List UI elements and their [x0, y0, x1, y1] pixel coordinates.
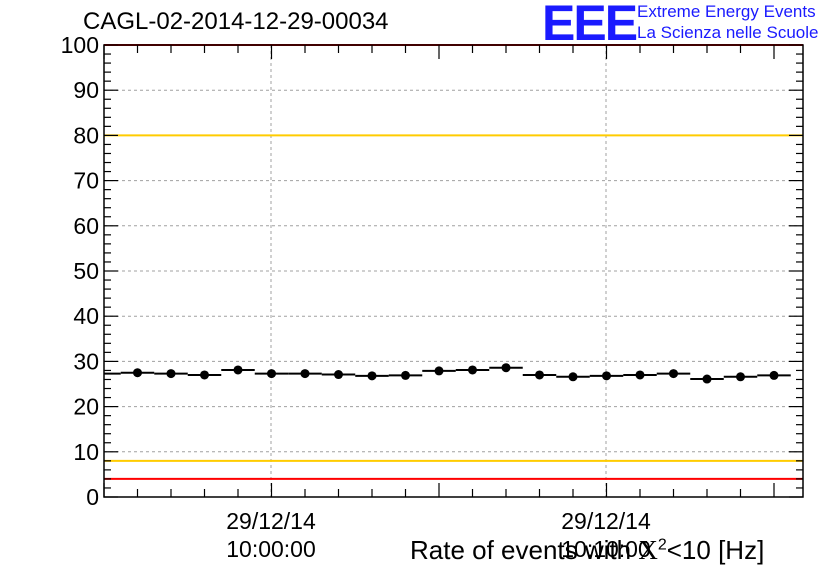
data-point	[200, 370, 209, 380]
y-tick-label: 100	[61, 32, 99, 58]
x-tick-date: 29/12/14	[561, 508, 651, 534]
chi-symbol: X	[638, 535, 658, 565]
data-point	[233, 365, 243, 375]
data-point	[669, 369, 678, 379]
data-point	[267, 369, 276, 379]
x-axis-label: Rate of events with X2<10 [Hz]	[410, 535, 764, 566]
reference-lines	[104, 44, 803, 480]
data-point	[166, 369, 176, 379]
data-point	[635, 370, 645, 380]
data-point	[401, 370, 410, 380]
tick-labels: 010203040506070809010029/12/1410:00:0029…	[61, 32, 651, 562]
y-tick-label: 80	[73, 122, 99, 148]
data-point	[133, 368, 142, 378]
data-point	[468, 365, 477, 375]
grid-lines	[104, 45, 803, 497]
data-point	[702, 374, 712, 384]
x-axis-label-prefix: Rate of events with	[410, 535, 639, 565]
chi-exponent: 2	[657, 536, 667, 554]
y-tick-label: 60	[73, 213, 99, 239]
y-tick-label: 40	[73, 303, 99, 329]
data-series	[104, 363, 791, 384]
data-point	[769, 370, 779, 380]
x-tick-time: 10:00:00	[226, 536, 316, 562]
y-tick-label: 10	[73, 439, 99, 465]
logo-mark: EEE	[542, 0, 638, 51]
x-tick-date: 29/12/14	[226, 508, 316, 534]
x-tick-time: 10:10:00	[561, 536, 651, 562]
data-point	[501, 363, 511, 373]
data-point	[367, 371, 377, 381]
y-tick-label: 90	[73, 77, 99, 103]
data-point	[300, 369, 310, 379]
chart-title: CAGL-02-2014-12-29-00034	[83, 8, 389, 35]
axes	[103, 44, 804, 498]
data-point	[434, 366, 444, 376]
y-tick-label: 0	[86, 484, 99, 510]
y-tick-label: 50	[73, 258, 99, 284]
data-point	[568, 372, 578, 382]
data-point	[602, 371, 611, 381]
data-point	[334, 370, 343, 380]
logo-line-1: Extreme Energy Events	[637, 2, 816, 21]
data-point	[736, 372, 745, 382]
y-tick-label: 20	[73, 394, 99, 420]
y-tick-label: 30	[73, 348, 99, 374]
y-tick-label: 70	[73, 168, 99, 194]
x-axis-label-suffix: <10 [Hz]	[666, 535, 765, 565]
data-point	[535, 370, 544, 380]
logo-line-2: La Scienza nelle Scuole	[637, 23, 819, 42]
